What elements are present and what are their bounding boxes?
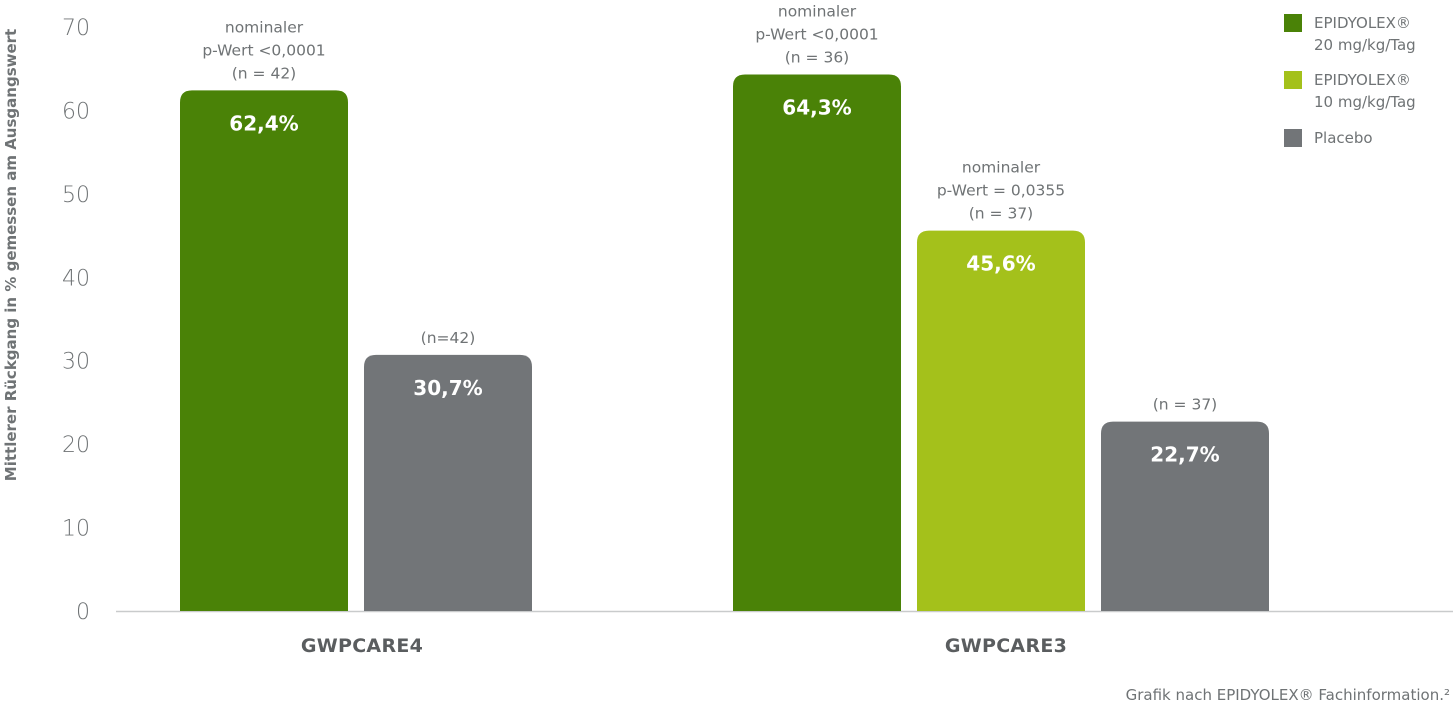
bar-annotation-1-2-0: (n = 37)	[1153, 396, 1217, 414]
bar-value-label-1-1: 45,6%	[966, 252, 1035, 276]
bar-annotation-1-1-1: p-Wert = 0,0355	[937, 182, 1065, 200]
footnote: Grafik nach EPIDYOLEX® Fachinformation.²	[1126, 686, 1450, 704]
legend-swatch-s10	[1284, 71, 1302, 89]
bar-gwpcare4-placebo	[364, 354, 532, 611]
category-labels: GWPCARE4 GWPCARE3	[301, 635, 1067, 657]
y-tick-label-7: 70	[62, 16, 90, 41]
bar-value-label-1-0: 64,3%	[782, 96, 851, 120]
bar-annotation-1-0-1: p-Wert <0,0001	[755, 26, 878, 44]
bar-annotation-0-1-0: (n=42)	[421, 329, 476, 347]
bar-annotation-0-0-1: p-Wert <0,0001	[202, 41, 325, 59]
bar-annotation-0-0-2: (n = 42)	[232, 64, 296, 82]
legend-sublabel-s20: 20 mg/kg/Tag	[1314, 36, 1416, 54]
legend-swatch-s20	[1284, 14, 1302, 32]
legend-label-s10: EPIDYOLEX®	[1314, 71, 1411, 89]
bar-annotation-1-0-2: (n = 36)	[785, 49, 849, 67]
legend-swatch-placebo	[1284, 129, 1302, 147]
category-label-gwpcare3: GWPCARE3	[945, 635, 1067, 657]
category-label-gwpcare4: GWPCARE4	[301, 635, 423, 657]
bar-value-label-1-2: 22,7%	[1150, 443, 1219, 467]
y-tick-label-1: 10	[62, 517, 90, 542]
y-tick-label-0: 0	[76, 600, 90, 625]
y-tick-label-6: 60	[62, 99, 90, 124]
legend: EPIDYOLEX® 20 mg/kg/Tag EPIDYOLEX® 10 mg/kg…	[1284, 14, 1416, 147]
bar-annotation-1-1-2: (n = 37)	[969, 205, 1033, 223]
bar-annotation-1-0-0: nominaler	[778, 3, 857, 21]
bar-gwpcare3-s20	[733, 74, 901, 612]
y-axis: 0 10 20 30 40 50 60 70	[62, 16, 90, 625]
bars: 62,4% nominaler p-Wert <0,0001 (n = 42) 30,7…	[180, 3, 1269, 612]
bar-value-label-0-1: 30,7%	[413, 376, 482, 400]
legend-label-s20: EPIDYOLEX®	[1314, 14, 1411, 32]
bar-gwpcare3-placebo	[1101, 421, 1269, 611]
y-tick-label-3: 30	[62, 350, 90, 375]
y-tick-label-4: 40	[62, 266, 90, 291]
bar-gwpcare4-s20	[180, 90, 348, 612]
bar-value-label-0-0: 62,4%	[229, 111, 298, 135]
legend-sublabel-s10: 10 mg/kg/Tag	[1314, 93, 1416, 111]
legend-label-placebo: Placebo	[1314, 129, 1373, 147]
bar-annotation-1-1-0: nominaler	[962, 159, 1041, 177]
y-axis-label: Mittlerer Rückgang in % gemessen am Ausg…	[2, 29, 20, 481]
y-tick-label-5: 50	[62, 183, 90, 208]
bar-gwpcare3-s10	[917, 230, 1085, 611]
bar-annotation-0-0-0: nominaler	[225, 18, 304, 36]
y-tick-label-2: 20	[62, 433, 90, 458]
